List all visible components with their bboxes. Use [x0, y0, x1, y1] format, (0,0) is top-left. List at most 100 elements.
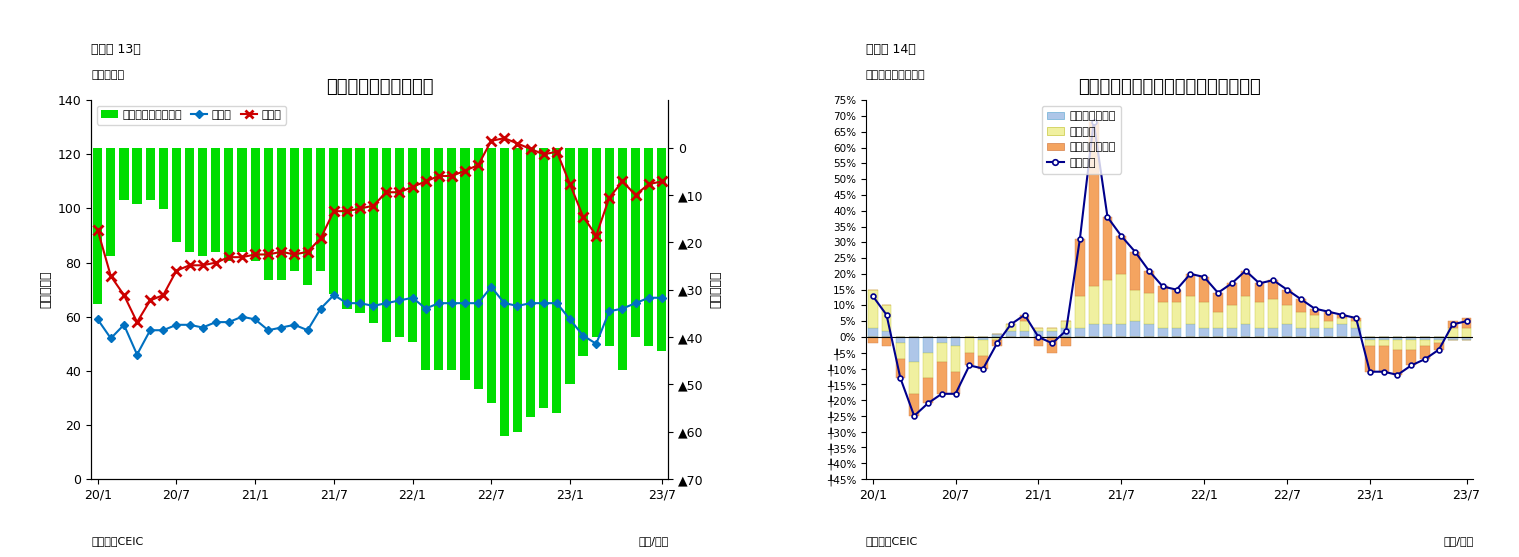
Bar	[395, 148, 404, 337]
Bar	[1116, 324, 1126, 337]
Bar	[1227, 305, 1236, 328]
Bar	[237, 148, 246, 252]
Bar	[421, 148, 430, 370]
Bar	[1268, 328, 1277, 337]
Bar	[867, 290, 878, 328]
Bar	[1019, 321, 1030, 331]
Bar	[937, 362, 946, 394]
Text: （年/月）: （年/月）	[638, 536, 668, 546]
Bar	[316, 148, 325, 271]
Bar	[1323, 312, 1334, 321]
Bar	[1048, 328, 1057, 331]
Bar	[1352, 321, 1361, 328]
Bar	[1116, 274, 1126, 324]
Text: （億ドル）: （億ドル）	[91, 70, 125, 80]
Bar	[992, 334, 1003, 337]
Bar	[591, 148, 602, 337]
Bar	[644, 148, 653, 346]
Bar	[1033, 337, 1044, 346]
Bar	[1461, 318, 1472, 328]
Bar	[1048, 331, 1057, 337]
Bar	[1033, 331, 1044, 337]
Bar	[937, 343, 946, 362]
Bar	[1103, 280, 1112, 324]
Bar	[225, 148, 234, 261]
Bar	[1323, 328, 1334, 337]
Bar	[1200, 277, 1209, 302]
Bar	[1144, 271, 1154, 293]
Bar	[1227, 284, 1236, 305]
Bar	[1282, 305, 1291, 324]
Bar	[1144, 293, 1154, 324]
Bar	[290, 148, 299, 271]
Bar	[132, 148, 141, 204]
Bar	[553, 148, 562, 413]
Bar	[1323, 321, 1334, 328]
Bar	[1033, 328, 1044, 331]
Bar	[500, 148, 509, 437]
Bar	[1157, 328, 1168, 337]
Bar	[1420, 337, 1429, 340]
Bar	[910, 337, 919, 362]
Bar	[1448, 337, 1458, 340]
Bar	[1214, 293, 1223, 312]
Bar	[924, 353, 933, 378]
Bar	[1006, 324, 1016, 331]
Bar	[1407, 337, 1416, 340]
Bar	[381, 148, 390, 341]
Bar	[1448, 321, 1458, 328]
Bar	[1255, 302, 1264, 328]
Bar	[1337, 324, 1347, 337]
Bar	[910, 394, 919, 416]
Bar	[1407, 350, 1416, 365]
Bar	[1434, 340, 1443, 343]
Bar	[1116, 236, 1126, 274]
Bar	[1393, 340, 1402, 350]
Bar	[513, 148, 523, 432]
Bar	[565, 148, 574, 384]
Bar	[369, 148, 378, 323]
Bar	[896, 359, 905, 378]
Bar	[618, 148, 627, 370]
Bar	[1296, 312, 1306, 328]
Bar	[1461, 328, 1472, 337]
Bar	[1062, 337, 1071, 346]
Title: フィリピン　輸出の伸び率（品目別）: フィリピン 輸出の伸び率（品目別）	[1078, 78, 1261, 96]
Bar	[1103, 217, 1112, 280]
Bar	[1393, 350, 1402, 375]
Bar	[1144, 324, 1154, 337]
Bar	[867, 337, 878, 343]
Bar	[924, 378, 933, 403]
Bar	[1268, 299, 1277, 328]
Bar	[1255, 328, 1264, 337]
Bar	[881, 331, 892, 337]
Bar	[1200, 328, 1209, 337]
Bar	[1282, 324, 1291, 337]
Bar	[1227, 328, 1236, 337]
Bar	[1337, 318, 1347, 324]
Bar	[658, 148, 667, 351]
Bar	[881, 337, 892, 346]
Bar	[197, 148, 207, 256]
Bar	[978, 340, 987, 356]
Text: （資料）CEIC: （資料）CEIC	[91, 536, 143, 546]
Bar	[1171, 290, 1182, 302]
Bar	[978, 356, 987, 369]
Bar	[579, 148, 588, 356]
Bar	[1200, 302, 1209, 328]
Bar	[1089, 324, 1098, 337]
Bar	[1006, 331, 1016, 337]
Bar	[1366, 340, 1375, 346]
Bar	[1019, 315, 1030, 321]
Bar	[1062, 328, 1071, 337]
Bar	[992, 337, 1003, 340]
Bar	[1089, 286, 1098, 324]
Bar	[302, 148, 313, 285]
Bar	[910, 362, 919, 394]
Bar	[342, 148, 351, 309]
Bar	[1407, 340, 1416, 350]
Bar	[1185, 296, 1195, 324]
Bar	[409, 148, 418, 341]
Bar	[992, 340, 1003, 346]
Bar	[1379, 337, 1388, 340]
